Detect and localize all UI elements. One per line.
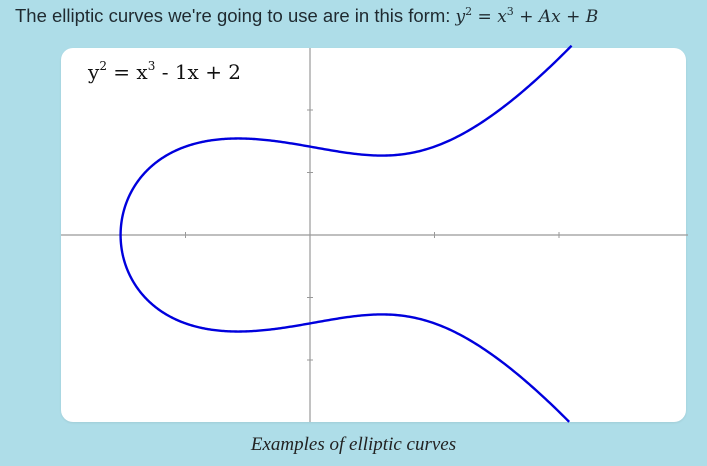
intro-formula: y2 = x3 + Ax + B <box>455 5 599 27</box>
equation-y-exponent: 2 <box>99 59 107 73</box>
formula-equals: = <box>472 7 498 27</box>
equation-x-exponent: 3 <box>147 59 156 73</box>
intro-text: The elliptic curves we're going to use a… <box>15 2 598 31</box>
formula-rest: + Ax + B <box>513 7 599 27</box>
figure-caption: Examples of elliptic curves <box>250 434 457 455</box>
formula-y: y <box>455 7 466 27</box>
curve-equation: y2 = x3 - 1x + 2 <box>88 60 241 84</box>
equation-equals-x: = x <box>106 60 148 84</box>
formula-x-exponent: 3 <box>506 5 514 18</box>
formula-x: x <box>497 7 507 27</box>
equation-rest: - 1x + 2 <box>155 60 242 84</box>
intro-prefix: The elliptic curves we're going to use a… <box>15 5 456 26</box>
equation-y: y <box>88 60 100 84</box>
formula-y-exponent: 2 <box>465 5 473 18</box>
elliptic-curve <box>119 44 573 423</box>
